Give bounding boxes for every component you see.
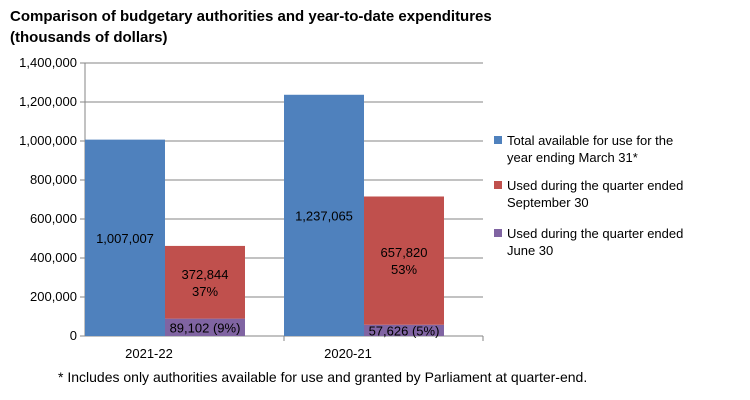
bars bbox=[85, 94, 444, 336]
bar-september bbox=[364, 196, 444, 325]
legend-label: Used during the quarter ended September 3… bbox=[507, 178, 683, 210]
y-tick-label: 0 bbox=[70, 328, 77, 343]
chart-subtitle-text: (thousands of dollars) bbox=[10, 29, 168, 46]
legend-swatch bbox=[494, 229, 502, 237]
y-tick-label: 600,000 bbox=[30, 211, 77, 226]
y-tick-label: 1,200,000 bbox=[19, 94, 77, 109]
legend: Total available for use for the year endi… bbox=[494, 133, 683, 258]
y-tick-label: 200,000 bbox=[30, 289, 77, 304]
data-label: 89,102 (9%) bbox=[170, 320, 241, 335]
legend-swatch bbox=[494, 181, 502, 189]
y-tick-label: 400,000 bbox=[30, 250, 77, 265]
bar-total bbox=[284, 94, 364, 336]
y-tick-label: 800,000 bbox=[30, 172, 77, 187]
chart-title: Comparison of budgetary authorities and … bbox=[10, 6, 570, 48]
data-label: 1,237,065 bbox=[295, 208, 353, 223]
data-label: 1,007,007 bbox=[96, 231, 154, 246]
legend-label: Total available for use for the year endi… bbox=[507, 133, 673, 165]
y-tick-label: 1,400,000 bbox=[19, 55, 77, 70]
data-label: 657,820 53% bbox=[381, 245, 428, 277]
footnote: * Includes only authorities available fo… bbox=[58, 369, 588, 385]
legend-label: Used during the quarter ended June 30 bbox=[507, 226, 683, 258]
data-label: 372,844 37% bbox=[182, 267, 229, 299]
bar-september bbox=[165, 245, 245, 319]
y-tick-label: 1,000,000 bbox=[19, 133, 77, 148]
data-labels: 1,007,007 89,102 (9%) 372,844 37% 1,237,065 5… bbox=[96, 208, 439, 338]
axes: 0 200,000 400,000 600,000 800,000 1,000,000 1,… bbox=[19, 55, 484, 361]
legend-swatch bbox=[494, 136, 502, 144]
bar-total bbox=[85, 139, 165, 336]
x-tick-label: 2021-22 bbox=[125, 346, 173, 361]
bar-june bbox=[364, 324, 444, 336]
data-label: 57,626 (5%) bbox=[369, 323, 440, 338]
bar-june bbox=[165, 318, 245, 336]
chart-title-text: Comparison of budgetary authorities and … bbox=[10, 8, 492, 25]
x-tick-label: 2020-21 bbox=[324, 346, 372, 361]
